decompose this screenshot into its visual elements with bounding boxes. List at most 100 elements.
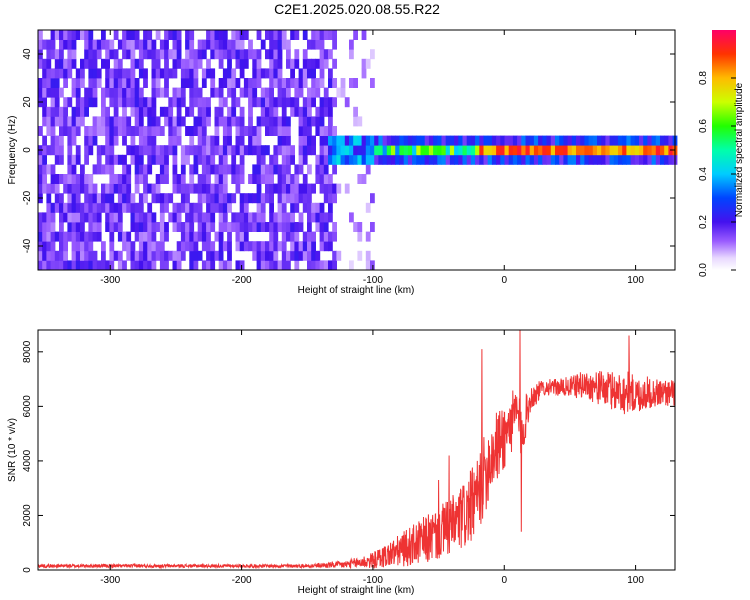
heatmap-cell <box>302 193 308 204</box>
heatmap-cell <box>50 250 56 261</box>
heatmap-cell <box>328 174 333 184</box>
heatmap-cell <box>277 126 283 136</box>
heatmap-cell <box>290 78 295 88</box>
heatmap-cell <box>639 135 644 146</box>
heatmap-cell <box>424 145 430 156</box>
heatmap-cell <box>101 202 106 213</box>
heatmap-cell <box>138 212 144 223</box>
heatmap-cell <box>634 135 640 146</box>
heatmap-cell <box>538 154 543 165</box>
heatmap-cell <box>59 135 64 146</box>
heatmap-cell <box>302 97 308 108</box>
heatmap-cell <box>365 202 371 213</box>
heatmap-cell <box>256 78 262 88</box>
heatmap-cell <box>214 30 220 40</box>
heatmap-cell <box>101 126 106 136</box>
heatmap-cell <box>479 145 485 156</box>
heatmap-cell <box>227 193 232 204</box>
heatmap-cell <box>290 222 295 232</box>
heatmap-cell <box>134 222 140 232</box>
heatmap-cell <box>265 68 270 79</box>
heatmap-cell <box>281 231 287 242</box>
heatmap-cell <box>218 231 224 242</box>
heatmap-cell <box>260 164 266 175</box>
heatmap-cell <box>294 164 300 175</box>
heatmap-cell <box>151 212 157 223</box>
heatmap-cell <box>71 260 77 271</box>
heatmap-cell <box>445 145 451 156</box>
heatmap-cell <box>143 212 148 223</box>
heatmap-cell <box>75 241 81 252</box>
snr-series-line <box>37 329 676 570</box>
heatmap-cell <box>180 154 186 165</box>
heatmap-cell <box>42 154 47 165</box>
heatmap-cell <box>75 154 81 165</box>
heatmap-cell <box>84 39 89 50</box>
heatmap-cell <box>277 39 283 50</box>
heatmap-cell <box>361 174 367 184</box>
colorbar-tick-label: 0.4 <box>698 167 709 181</box>
heatmap-cell <box>449 154 455 165</box>
heatmap-cell <box>126 145 132 156</box>
heatmap-cell <box>134 87 140 98</box>
heatmap-cell <box>664 135 669 146</box>
heatmap-cell <box>201 174 207 184</box>
heatmap-cell <box>189 68 195 79</box>
heatmap-cell <box>210 68 216 79</box>
heatmap-cell <box>214 87 220 98</box>
heatmap-cell <box>265 87 270 98</box>
heatmap-cell <box>273 58 279 69</box>
heatmap-cell <box>294 106 300 117</box>
heatmap-cell <box>332 126 337 136</box>
heatmap-cell <box>639 154 644 165</box>
heatmap-cell <box>75 202 81 213</box>
heatmap-cell <box>555 154 560 165</box>
heatmap-cell <box>504 145 510 156</box>
heatmap-cell <box>42 78 47 88</box>
heatmap-cell <box>521 154 527 165</box>
heatmap-cell <box>365 135 371 146</box>
heatmap-cell <box>407 145 413 156</box>
heatmap-cell <box>218 164 224 175</box>
heatmap-cell <box>218 260 224 271</box>
heatmap-cell <box>92 164 98 175</box>
heatmap-cell <box>134 174 140 184</box>
heatmap-cell <box>592 154 598 165</box>
heatmap-cell <box>286 58 291 69</box>
heatmap-cell <box>265 260 270 271</box>
heatmap-cell <box>63 68 68 79</box>
heatmap-cell <box>660 145 665 156</box>
heatmap-cell <box>302 183 308 194</box>
heatmap-cell <box>126 97 132 108</box>
heatmap-cell <box>197 183 203 194</box>
x-tick-label: -100 <box>363 275 383 286</box>
heatmap-cell <box>222 222 228 232</box>
heatmap-cell <box>143 164 148 175</box>
heatmap-cell <box>214 231 220 242</box>
heatmap-cell <box>227 116 232 127</box>
heatmap-cell <box>277 68 283 79</box>
heatmap-cell <box>92 222 98 232</box>
heatmap-cell <box>248 39 253 50</box>
heatmap-cell <box>302 145 308 156</box>
heatmap-cell <box>248 193 253 204</box>
heatmap-cell <box>206 174 211 184</box>
heatmap-cell <box>159 212 165 223</box>
heatmap-cell <box>542 154 548 165</box>
heatmap-cell <box>269 78 274 88</box>
heatmap-cell <box>168 30 174 40</box>
heatmap-cell <box>319 241 325 252</box>
heatmap-cell <box>63 116 68 127</box>
heatmap-cell <box>193 116 199 127</box>
heatmap-cell <box>256 68 262 79</box>
heatmap-cell <box>622 135 627 146</box>
heatmap-cell <box>605 145 611 156</box>
heatmap-cell <box>424 154 430 165</box>
heatmap-cell <box>130 193 136 204</box>
heatmap-cell <box>483 154 489 165</box>
heatmap-cell <box>218 241 224 252</box>
heatmap-cell <box>315 58 321 69</box>
heatmap-cell <box>197 154 203 165</box>
